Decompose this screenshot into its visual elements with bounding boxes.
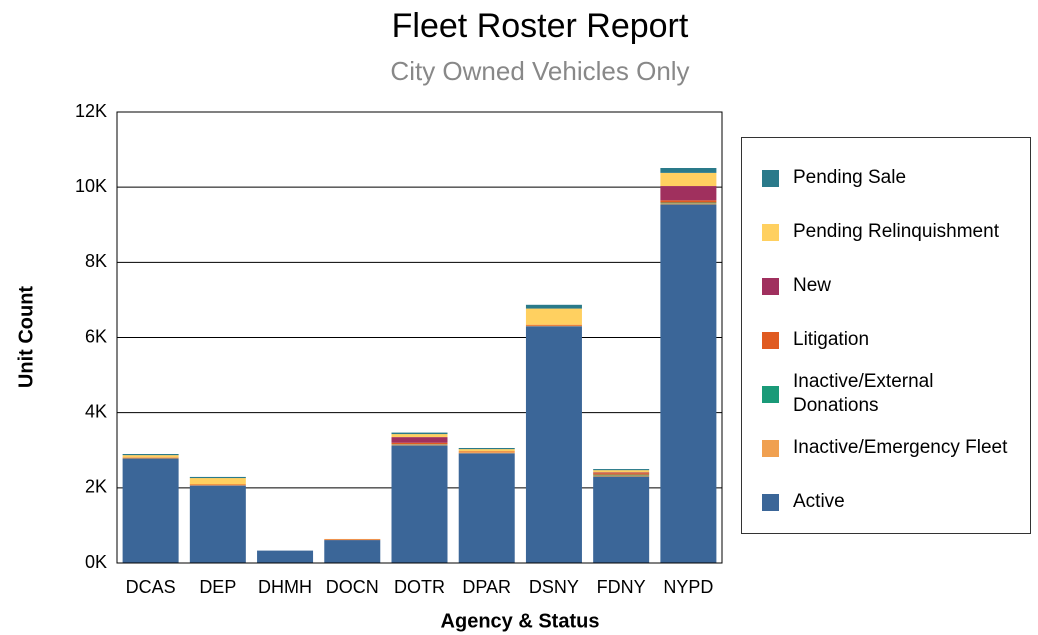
legend-swatch xyxy=(762,385,779,403)
y-tick-label: 6K xyxy=(85,326,107,346)
bar-segment xyxy=(189,476,246,479)
legend-label: Active xyxy=(793,491,845,512)
bar-segment xyxy=(189,485,246,563)
bar-segment xyxy=(525,324,582,326)
y-tick-label: 2K xyxy=(85,477,107,497)
y-tick-label: 12K xyxy=(75,101,107,121)
x-tick-label: DHMH xyxy=(258,577,312,597)
legend-item: Active xyxy=(762,490,845,514)
bar-segment xyxy=(593,472,650,474)
bar-segment xyxy=(122,455,179,458)
bar-segment xyxy=(660,167,717,173)
bar-segment xyxy=(122,454,179,456)
bar-segment xyxy=(660,186,717,201)
x-tick-label: NYPD xyxy=(663,577,713,597)
bar-segment xyxy=(122,458,179,563)
x-tick-label: DSNY xyxy=(529,577,579,597)
bar-segment xyxy=(458,449,515,452)
y-tick-label: 10K xyxy=(75,176,107,196)
x-tick-label: DPAR xyxy=(462,577,511,597)
bar-segment xyxy=(458,452,515,454)
legend-item: Inactive/Emergency Fleet xyxy=(762,436,1007,460)
legend-label: Inactive/External Donations xyxy=(793,371,934,416)
legend-swatch xyxy=(762,277,779,295)
legend-swatch xyxy=(762,223,779,241)
legend-item: New xyxy=(762,274,831,298)
bar-segment xyxy=(122,457,179,459)
legend-item: Pending Relinquishment xyxy=(762,220,999,244)
legend-swatch xyxy=(762,169,779,187)
bar-segment xyxy=(525,326,582,563)
bar-segment xyxy=(593,470,650,473)
bar-segment xyxy=(391,437,448,443)
legend-swatch xyxy=(762,331,779,349)
bar-segment xyxy=(458,453,515,563)
bar-segment xyxy=(458,451,515,453)
legend-label: Inactive/Emergency Fleet xyxy=(793,437,1008,458)
x-tick-label: DEP xyxy=(199,577,236,597)
bar-segment xyxy=(257,550,314,563)
x-tick-label: DOTR xyxy=(394,577,445,597)
bar-segment xyxy=(593,474,650,476)
bar-segment xyxy=(660,203,717,205)
chart-title: Fleet Roster Report xyxy=(392,7,689,45)
bar-segment xyxy=(391,432,448,435)
bar-segment xyxy=(458,447,515,450)
bar-segment xyxy=(660,200,717,203)
bar-segment xyxy=(391,445,448,563)
x-axis-label: Agency & Status xyxy=(441,610,600,632)
y-axis-label: Unit Count xyxy=(15,286,37,389)
bar-segment xyxy=(391,444,448,446)
legend-item: Inactive/External Donations xyxy=(762,370,1008,418)
legend: Active Inactive/Emergency Fleet Inactive/E… xyxy=(741,137,1031,534)
bar-segment xyxy=(189,484,246,486)
legend-swatch xyxy=(762,439,779,457)
x-tick-label: FDNY xyxy=(597,577,646,597)
legend-label: Pending Relinquishment xyxy=(793,221,999,242)
bar-segment xyxy=(593,469,650,471)
bar-segment xyxy=(660,202,717,204)
bar-segment xyxy=(391,434,448,438)
x-tick-label: DOCN xyxy=(326,577,379,597)
y-tick-label: 4K xyxy=(85,401,107,421)
bar-segment xyxy=(525,325,582,327)
bar-segment xyxy=(525,308,582,325)
y-tick-label: 0K xyxy=(85,552,107,572)
legend-label: Pending Sale xyxy=(793,167,907,188)
legend-label: New xyxy=(793,275,832,296)
bar-segment xyxy=(593,476,650,563)
bar-segment xyxy=(324,539,381,541)
legend-item: Pending Sale xyxy=(762,166,906,190)
bar-segment xyxy=(391,442,448,445)
bar-segment xyxy=(593,473,650,475)
legend-label: Litigation xyxy=(793,329,870,350)
bar-segment xyxy=(660,204,717,563)
legend-item: Litigation xyxy=(762,328,869,352)
chart-subtitle: City Owned Vehicles Only xyxy=(390,56,689,86)
y-tick-label: 8K xyxy=(85,251,107,271)
bar-segment xyxy=(593,475,650,477)
bar-segment xyxy=(324,540,381,563)
bar-segment xyxy=(660,172,717,187)
x-tick-label: DCAS xyxy=(126,577,176,597)
legend-swatch xyxy=(762,493,779,511)
bar-segment xyxy=(189,478,246,485)
bar-segment xyxy=(525,304,582,309)
plot-frame xyxy=(116,111,723,564)
